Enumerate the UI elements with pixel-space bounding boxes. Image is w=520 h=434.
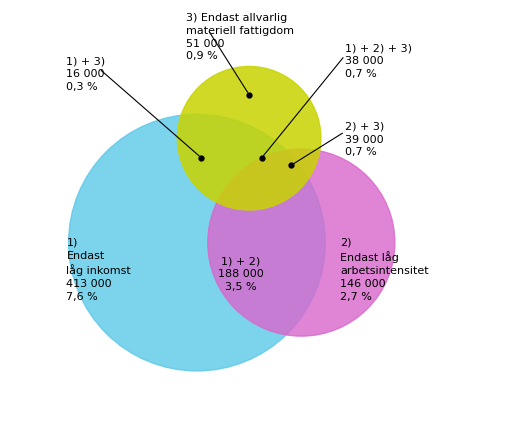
Circle shape [177, 67, 321, 210]
Circle shape [69, 115, 325, 371]
Text: 3) Endast allvarlig
materiell fattigdom
51 000
0,9 %: 3) Endast allvarlig materiell fattigdom … [186, 13, 294, 61]
Text: 1) + 2) + 3)
38 000
0,7 %: 1) + 2) + 3) 38 000 0,7 % [345, 43, 412, 79]
Text: 2) + 3)
39 000
0,7 %: 2) + 3) 39 000 0,7 % [345, 122, 384, 157]
Text: 1) + 3)
16 000
0,3 %: 1) + 3) 16 000 0,3 % [67, 56, 106, 92]
Text: 1) + 2)
188 000
3,5 %: 1) + 2) 188 000 3,5 % [217, 256, 263, 291]
Text: 1)
Endast
låg inkomst
413 000
7,6 %: 1) Endast låg inkomst 413 000 7,6 % [67, 237, 131, 301]
Circle shape [208, 150, 395, 336]
Text: 2)
Endast låg
arbetsintensitet
146 000
2,7 %: 2) Endast låg arbetsintensitet 146 000 2… [341, 237, 429, 301]
